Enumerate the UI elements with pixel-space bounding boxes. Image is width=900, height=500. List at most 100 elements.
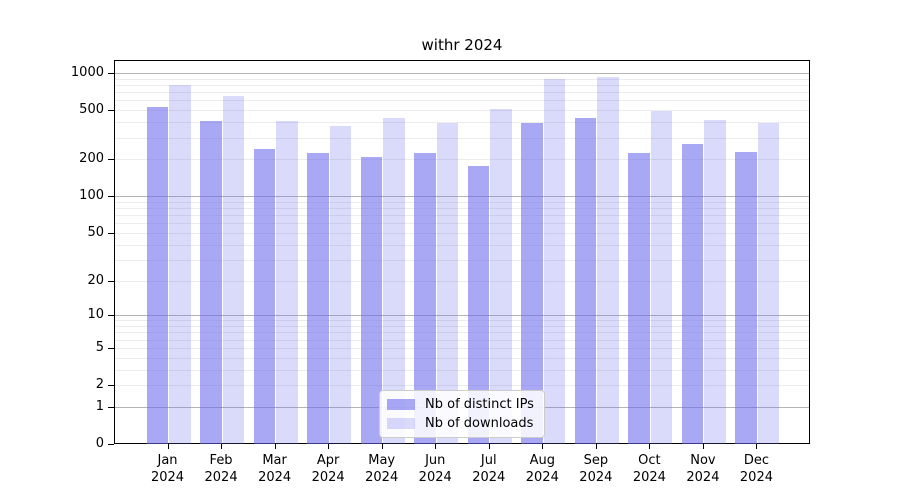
- y-tick-mark: [108, 315, 114, 317]
- bar-distinct-ips-sep: [574, 117, 597, 444]
- x-tick-month: May: [368, 453, 396, 468]
- y-tick-label: 50: [87, 224, 104, 240]
- bar-distinct-ips-apr: [307, 152, 329, 444]
- x-tick-year: 2024: [686, 470, 720, 485]
- minor-gridline: [115, 332, 809, 334]
- y-tick-label: 10: [87, 307, 104, 323]
- y-tick-label: 0: [95, 436, 104, 451]
- bar-downloads-apr: [329, 126, 352, 444]
- y-tick-label: 500: [79, 102, 104, 118]
- x-tick-label-apr: Apr 2024: [296, 452, 360, 486]
- y-tick-mark: [108, 73, 114, 74]
- x-tick-label-jan: Jan 2024: [136, 452, 200, 486]
- bar-distinct-ips-jun: [414, 152, 436, 444]
- x-tick-label-feb: Feb 2024: [189, 452, 253, 486]
- minor-gridline: [115, 208, 809, 210]
- x-tick-year: 2024: [311, 470, 345, 485]
- x-tick-label-oct: Oct 2024: [617, 452, 681, 486]
- y-tick-label: 1: [95, 398, 104, 414]
- x-tick-label-dec: Dec 2024: [724, 452, 788, 486]
- minor-gridline: [115, 259, 809, 261]
- y-tick-mark: [108, 232, 114, 234]
- x-tick-year: 2024: [632, 470, 666, 485]
- x-tick-label-may: May 2024: [350, 452, 414, 486]
- x-tick-year: 2024: [150, 470, 185, 485]
- bar-downloads-may: [383, 117, 405, 444]
- minor-gridline: [115, 201, 809, 203]
- minor-gridline: [115, 92, 809, 94]
- legend-label-distinct-ips: Nb of distinct IPs: [425, 397, 534, 412]
- minor-gridline: [115, 223, 809, 225]
- x-tick-mark: [702, 444, 704, 449]
- minor-gridline: [115, 122, 809, 124]
- y-tick-label: 200: [79, 151, 104, 167]
- minor-gridline: [115, 385, 809, 386]
- minor-gridline: [115, 215, 809, 217]
- bar-distinct-ips-feb: [200, 121, 222, 444]
- bar-distinct-ips-dec: [735, 151, 757, 444]
- x-tick-month: Oct: [638, 453, 661, 468]
- x-tick-mark: [542, 444, 544, 449]
- minor-gridline: [115, 244, 809, 246]
- bar-downloads-sep: [597, 76, 619, 444]
- y-tick-label: 1000: [70, 65, 104, 80]
- minor-gridline: [115, 369, 809, 371]
- y-tick-label: 100: [79, 188, 104, 204]
- bar-downloads-jul: [490, 109, 512, 444]
- minor-gridline: [115, 357, 809, 359]
- x-tick-year: 2024: [579, 470, 613, 485]
- minor-gridline: [115, 159, 809, 161]
- x-tick-year: 2024: [204, 470, 238, 485]
- major-gridline: [115, 196, 809, 198]
- y-tick-label: 20: [87, 272, 104, 288]
- x-tick-label-nov: Nov 2024: [671, 452, 735, 486]
- x-tick-mark: [381, 444, 383, 449]
- plot-area: [114, 60, 810, 444]
- x-tick-label-aug: Aug 2024: [510, 452, 574, 486]
- bar-distinct-ips-aug: [521, 123, 543, 444]
- minor-gridline: [115, 347, 809, 349]
- x-tick-label-mar: Mar 2024: [243, 452, 307, 486]
- y-tick-label: 5: [95, 339, 104, 355]
- bar-downloads-aug: [543, 78, 566, 444]
- legend-entry-distinct-ips: Nb of distinct IPs: [387, 397, 534, 412]
- minor-gridline: [115, 326, 809, 327]
- x-tick-label-jun: Jun 2024: [403, 452, 467, 486]
- x-tick-month: Apr: [316, 453, 340, 468]
- bar-downloads-feb: [222, 96, 245, 444]
- major-gridline: [115, 315, 809, 317]
- x-tick-month: Nov: [690, 453, 716, 468]
- minor-gridline: [115, 320, 809, 322]
- bar-downloads-jan: [169, 85, 191, 444]
- y-tick-mark: [108, 280, 114, 282]
- legend-label-downloads: Nb of downloads: [425, 416, 534, 431]
- x-tick-month: Dec: [743, 453, 770, 468]
- bar-distinct-ips-oct: [628, 152, 650, 444]
- bar-distinct-ips-nov: [681, 144, 704, 444]
- major-gridline: [115, 73, 809, 74]
- bar-downloads-mar: [276, 120, 298, 444]
- y-tick-mark: [108, 347, 114, 349]
- x-tick-month: Jun: [425, 453, 446, 468]
- y-tick-mark: [108, 385, 114, 386]
- bar-downloads-nov: [704, 119, 726, 444]
- x-tick-mark: [756, 444, 758, 449]
- x-tick-month: Jan: [157, 453, 178, 468]
- x-tick-year: 2024: [525, 470, 559, 485]
- bar-distinct-ips-may: [360, 156, 383, 444]
- x-tick-mark: [328, 444, 330, 449]
- minor-gridline: [115, 78, 809, 80]
- y-tick-mark: [108, 196, 114, 198]
- x-tick-year: 2024: [418, 470, 452, 485]
- x-tick-mark: [274, 444, 276, 449]
- x-tick-mark: [221, 444, 223, 449]
- y-tick-mark: [108, 406, 114, 408]
- x-tick-month: Aug: [529, 453, 555, 468]
- x-tick-mark: [595, 444, 597, 449]
- chart-title: withr 2024: [421, 36, 503, 54]
- x-tick-month: Sep: [583, 453, 609, 468]
- x-tick-label-sep: Sep 2024: [564, 452, 628, 486]
- y-tick-mark: [108, 110, 114, 112]
- y-tick-mark: [108, 159, 114, 161]
- x-tick-year: 2024: [739, 470, 773, 485]
